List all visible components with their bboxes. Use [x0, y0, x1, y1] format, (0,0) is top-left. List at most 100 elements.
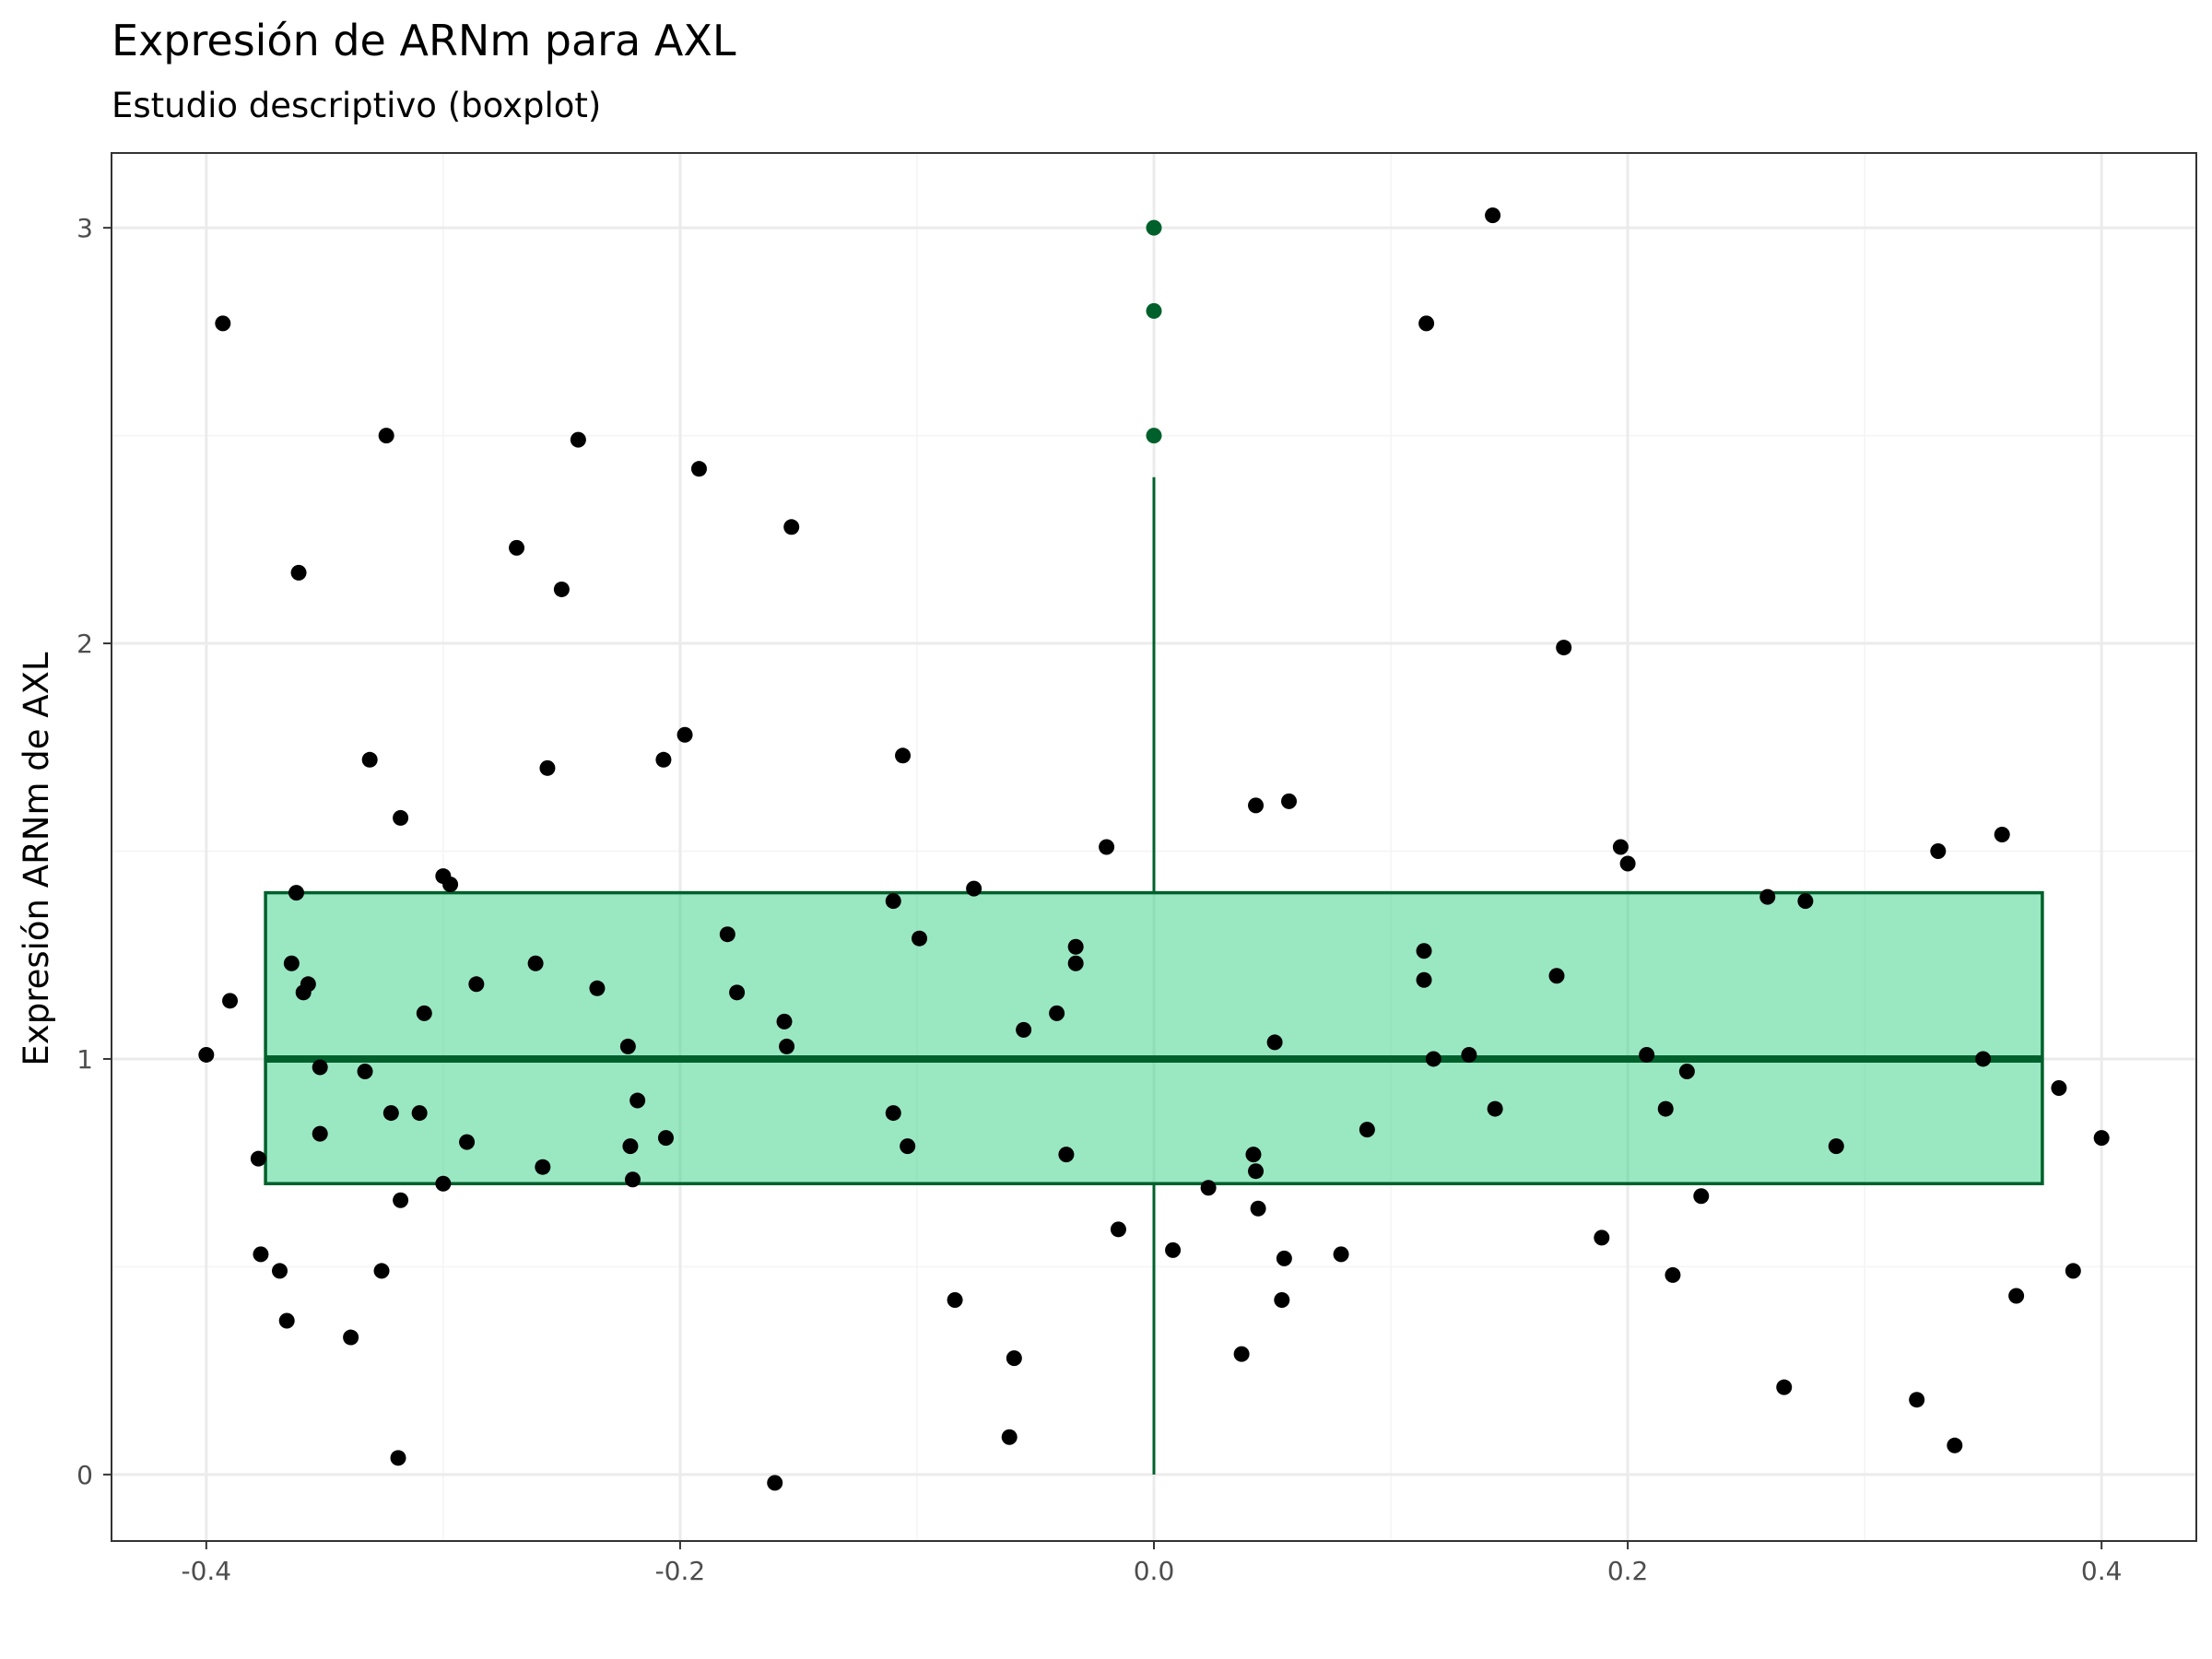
data-point	[1930, 843, 1947, 860]
x-tick-label: 0.2	[1607, 1556, 1649, 1586]
data-point	[1248, 1163, 1265, 1180]
data-point	[215, 315, 231, 332]
data-point	[1165, 1241, 1182, 1258]
data-point	[719, 926, 735, 943]
data-point	[442, 877, 459, 893]
data-point	[655, 751, 672, 768]
x-tick-label: -0.2	[655, 1556, 706, 1586]
data-point	[1657, 1100, 1674, 1117]
data-point	[1233, 1346, 1250, 1362]
data-point	[1418, 315, 1435, 332]
data-point	[912, 930, 928, 947]
y-tick-label: 0	[76, 1460, 93, 1490]
data-point	[1665, 1266, 1681, 1283]
data-point	[2065, 1263, 2081, 1279]
data-point	[222, 993, 239, 1009]
data-point	[393, 809, 409, 826]
outlier-point	[1146, 428, 1162, 444]
data-point	[198, 1046, 215, 1063]
data-point	[1359, 1122, 1375, 1138]
data-point	[1016, 1021, 1032, 1038]
data-point	[1058, 1147, 1075, 1163]
data-point	[2051, 1080, 2067, 1097]
data-point	[1639, 1046, 1655, 1063]
outlier-point	[1146, 219, 1162, 236]
data-point	[393, 1192, 409, 1208]
data-point	[1759, 888, 1776, 905]
data-point	[629, 1092, 646, 1109]
data-point	[779, 1038, 795, 1054]
x-tick-label: 0.0	[1134, 1556, 1175, 1586]
data-point	[1909, 1392, 1925, 1408]
data-point	[509, 539, 525, 556]
data-point	[468, 976, 485, 993]
y-axis-label: Expresión ARNm de AXL	[17, 652, 56, 1065]
data-point	[312, 1125, 328, 1142]
data-point	[1693, 1188, 1710, 1205]
chart-title: Expresión de ARNm para AXL	[112, 16, 736, 65]
data-point	[966, 880, 982, 897]
data-point	[1099, 839, 1115, 855]
data-point	[1776, 1379, 1793, 1395]
data-point	[1619, 855, 1636, 872]
data-point	[1276, 1250, 1292, 1266]
data-point	[435, 1175, 452, 1192]
data-point	[895, 747, 912, 764]
data-point	[272, 1263, 288, 1279]
data-point	[1281, 793, 1298, 809]
data-point	[1200, 1180, 1217, 1196]
data-point	[1006, 1350, 1022, 1367]
data-point	[1678, 1063, 1695, 1079]
y-tick-label: 3	[76, 213, 93, 243]
data-point	[767, 1475, 783, 1491]
axis-ticks: -0.4 -0.2 0.0 0.2 0.4 0 1 2 3	[76, 213, 2122, 1586]
data-point	[657, 1130, 674, 1147]
data-point	[570, 431, 586, 448]
data-point	[253, 1246, 269, 1263]
data-point	[1461, 1046, 1477, 1063]
data-point	[1975, 1051, 1992, 1067]
data-point	[619, 1038, 636, 1054]
data-point	[1067, 955, 1084, 971]
data-point	[1485, 207, 1501, 224]
data-point	[900, 1138, 916, 1155]
iqr-box	[264, 890, 2044, 1185]
data-point	[290, 564, 307, 581]
data-point	[539, 759, 556, 776]
data-point	[677, 726, 693, 743]
data-point	[1548, 968, 1565, 984]
data-point	[343, 1329, 359, 1346]
y-tick-label: 2	[76, 629, 93, 659]
data-point	[361, 751, 378, 768]
data-point	[1487, 1100, 1503, 1117]
data-point	[1248, 797, 1265, 814]
data-point	[1274, 1291, 1290, 1308]
data-point	[390, 1450, 406, 1466]
data-point	[527, 955, 544, 971]
data-point	[1947, 1437, 1963, 1453]
jitter-points	[198, 207, 2110, 1491]
data-point	[1797, 893, 1814, 910]
data-point	[1067, 938, 1084, 955]
data-point	[1001, 1429, 1018, 1445]
data-point	[1245, 1147, 1262, 1163]
data-point	[382, 1105, 399, 1122]
data-point	[1049, 1005, 1065, 1021]
x-tick-label: 0.4	[2081, 1556, 2123, 1586]
data-point	[2008, 1288, 2025, 1304]
data-point	[1416, 943, 1432, 959]
data-point	[2093, 1130, 2110, 1147]
data-point	[1556, 640, 1572, 656]
data-point	[411, 1105, 428, 1122]
data-point	[1333, 1246, 1349, 1263]
data-point	[300, 976, 316, 993]
data-point	[1425, 1051, 1441, 1067]
data-point	[312, 1059, 328, 1076]
data-point	[1266, 1034, 1283, 1051]
data-point	[783, 519, 800, 535]
outlier-point	[1146, 302, 1162, 319]
chart-subtitle: Estudio descriptivo (boxplot)	[112, 86, 601, 125]
data-point	[1416, 971, 1432, 988]
data-point	[885, 893, 901, 910]
